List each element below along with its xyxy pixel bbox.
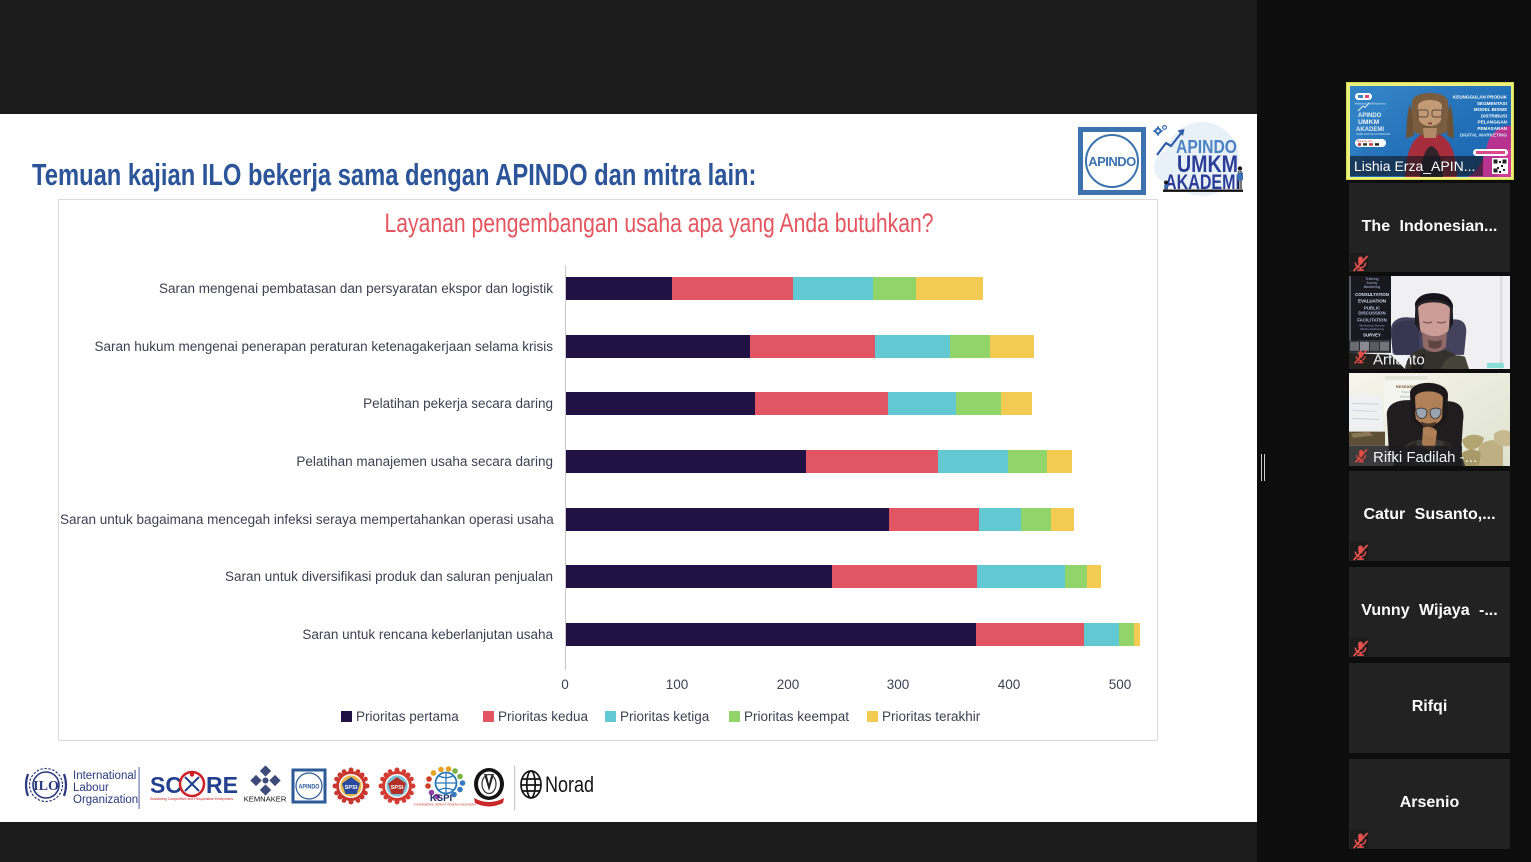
- svg-text:Organization: Organization: [73, 794, 138, 806]
- svg-text:RE: RE: [206, 772, 238, 798]
- svg-text:FACILITATION: FACILITATION: [1357, 317, 1387, 322]
- svg-text:DISCUSSION: DISCUSSION: [1358, 310, 1385, 315]
- svg-text:SPSI: SPSI: [391, 785, 404, 791]
- svg-text:Training: Training: [1365, 277, 1378, 281]
- svg-text:Survey: Survey: [1367, 281, 1378, 285]
- svg-text:RESEARCH: RESEARCH: [1396, 384, 1419, 389]
- svg-text:UMKM: UMKM: [1358, 119, 1379, 126]
- svg-text:APINDO: APINDO: [1176, 137, 1237, 157]
- svg-text:Evaluation: Evaluation: [1400, 394, 1414, 398]
- svg-text:KONFEDERASI SERIKAT PEKERJA IN: KONFEDERASI SERIKAT PEKERJA INDONESIA: [414, 803, 476, 807]
- svg-text:Didukung oleh: Didukung oleh: [1357, 140, 1373, 143]
- svg-text:UMKM NAIK KELAS BERSAMA: UMKM NAIK KELAS BERSAMA: [1356, 133, 1391, 136]
- svg-text:SC: SC: [150, 772, 182, 798]
- svg-text:DISTRIBUSI: DISTRIBUSI: [1481, 113, 1507, 118]
- svg-text:International: International: [73, 770, 136, 782]
- svg-text:AKADEMI: AKADEMI: [1356, 127, 1384, 133]
- svg-text:Labour: Labour: [73, 782, 109, 794]
- svg-text:APINDO: APINDO: [1088, 154, 1136, 169]
- svg-text:PELANGGAN: PELANGGAN: [1478, 120, 1508, 125]
- svg-text:#MajukanUMKMIndonesia: #MajukanUMKMIndonesia: [1355, 102, 1386, 106]
- svg-text:DIGITAL MARKETING: DIGITAL MARKETING: [1460, 132, 1507, 137]
- svg-text:Media Gathering: Media Gathering: [1360, 327, 1384, 331]
- svg-text:EVALUATION: EVALUATION: [1358, 298, 1386, 303]
- svg-text:Workshop Survey: Workshop Survey: [1359, 324, 1385, 328]
- svg-text:Rifki Fadilah -...: Rifki Fadilah -...: [1373, 449, 1477, 466]
- svg-text:SPSI: SPSI: [345, 785, 358, 791]
- svg-text:PUBLIC: PUBLIC: [1364, 305, 1381, 310]
- svg-text:APINDO: APINDO: [1358, 113, 1382, 119]
- svg-text:PEMASARAN: PEMASARAN: [1477, 126, 1507, 131]
- svg-text:MODEL BISNIS: MODEL BISNIS: [1474, 107, 1507, 112]
- svg-text:KEMNAKER: KEMNAKER: [244, 795, 287, 804]
- svg-text:KSPI: KSPI: [430, 793, 452, 804]
- svg-text:Sustaining Competitive and Res: Sustaining Competitive and Responsible E…: [150, 796, 233, 801]
- svg-text:CONSULTATION: CONSULTATION: [1355, 292, 1389, 297]
- svg-text:AKADEMI: AKADEMI: [1165, 171, 1240, 194]
- svg-text:Training: Training: [1402, 390, 1413, 394]
- svg-text:Monitoring: Monitoring: [1364, 285, 1380, 289]
- svg-text:APINDO: APINDO: [299, 785, 320, 791]
- svg-text:ILO: ILO: [33, 779, 59, 794]
- svg-text:KEUNGGULAN PRODUK: KEUNGGULAN PRODUK: [1453, 95, 1508, 100]
- svg-text:UMKM: UMKM: [1177, 151, 1238, 178]
- svg-text:SEGMENTASI: SEGMENTASI: [1477, 101, 1507, 106]
- svg-text:Norad: Norad: [545, 772, 594, 797]
- svg-text:SURVEY: SURVEY: [1363, 333, 1381, 338]
- svg-text:Arfianto: Arfianto: [1373, 351, 1425, 368]
